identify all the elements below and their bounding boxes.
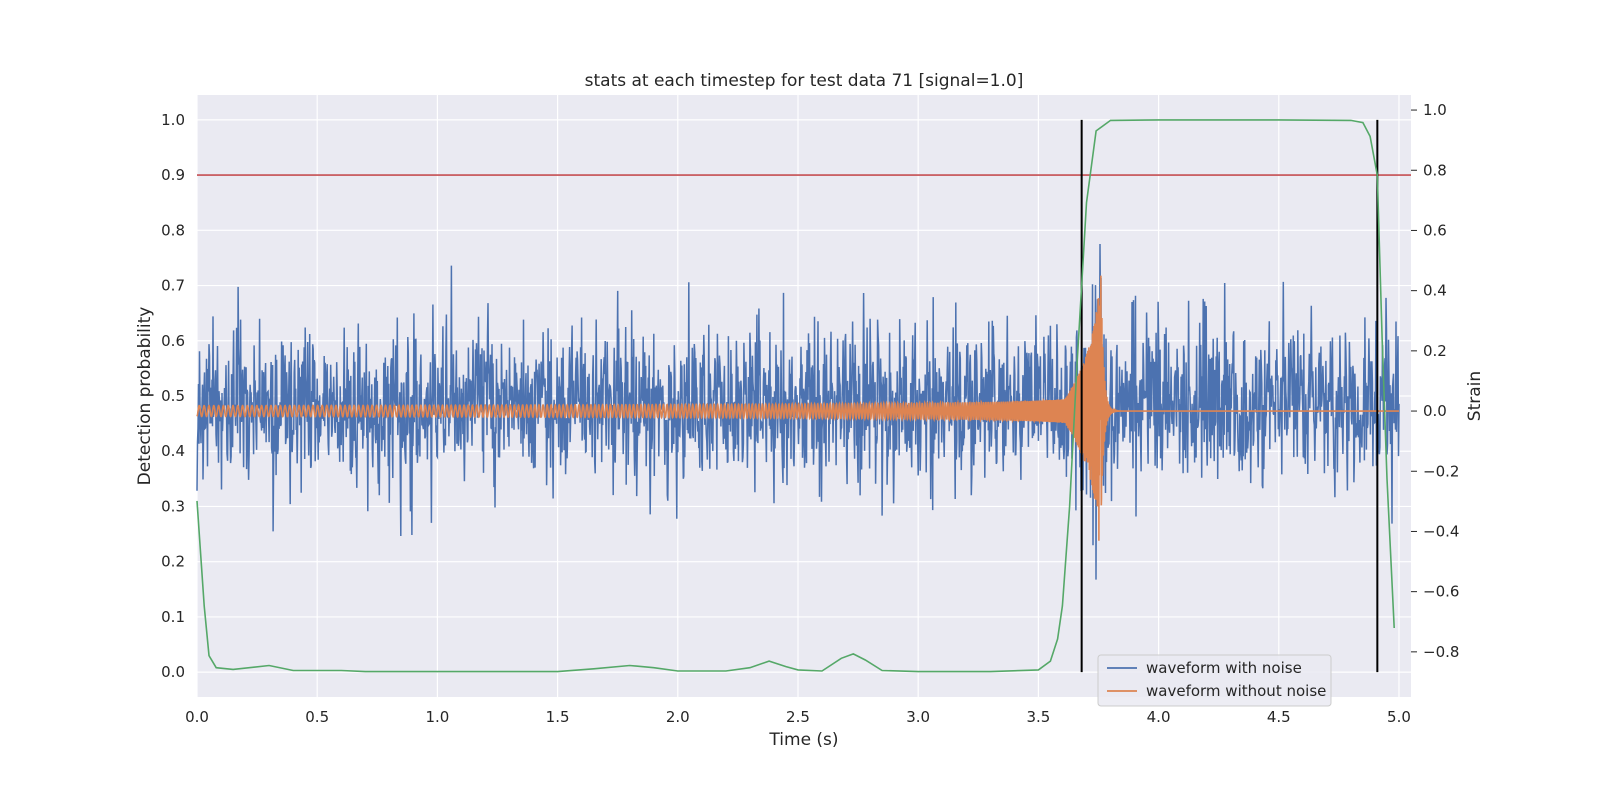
x-tick-label: 4.5 (1267, 708, 1291, 726)
x-axis-ticks: 0.0 0.5 1.0 1.5 2.0 2.5 3.0 3.5 4.0 4.5 5.0 (185, 708, 1411, 726)
x-tick-label: 1.0 (425, 708, 449, 726)
waveform-without-noise-line (196, 275, 1399, 541)
strain-series (196, 243, 1400, 580)
legend-box (1097, 654, 1332, 707)
y-right-tick-label: 0.6 (1423, 221, 1447, 239)
x-tick-label: 0.5 (305, 708, 329, 726)
y-left-tick-label: 0.1 (161, 608, 185, 626)
y-right-tick-label: 0.8 (1423, 161, 1447, 179)
y-left-tick-label: 0.7 (161, 277, 185, 295)
x-axis-label: Time (s) (768, 730, 838, 750)
x-tick-label: 1.5 (546, 708, 570, 726)
vertical-markers (1080, 119, 1379, 673)
y-left-tick-label: 0.0 (161, 663, 185, 681)
y-left-axis-ticks: 0.0 0.1 0.2 0.3 0.4 0.5 0.6 0.7 0.8 0.9 1.0 (161, 111, 185, 681)
legend-label-noise: waveform with noise (1146, 659, 1302, 677)
x-tick-label: 3.0 (906, 708, 930, 726)
y-right-tick-label: 0.2 (1423, 342, 1447, 360)
y-left-tick-label: 0.5 (161, 387, 185, 405)
x-tick-label: 5.0 (1387, 708, 1411, 726)
y-right-tick-label: −0.2 (1423, 462, 1459, 480)
x-tick-label: 2.0 (666, 708, 690, 726)
y-right-tick-label: 0.4 (1423, 282, 1447, 300)
y-left-tick-label: 1.0 (161, 111, 185, 129)
x-tick-label: 3.5 (1026, 708, 1050, 726)
x-tick-label: 2.5 (786, 708, 810, 726)
x-tick-label: 4.0 (1147, 708, 1171, 726)
y-right-axis-ticks: −0.8 −0.6 −0.4 −0.2 0.0 0.2 0.4 0.6 0.8 1.0 (1411, 101, 1459, 661)
y-right-axis-label: Strain (1465, 371, 1485, 421)
y-right-tick-label: 1.0 (1423, 101, 1447, 119)
y-left-tick-label: 0.3 (161, 497, 185, 515)
y-left-tick-label: 0.8 (161, 221, 185, 239)
y-right-tick-label: −0.8 (1423, 643, 1459, 661)
y-right-tick-label: −0.6 (1423, 583, 1459, 601)
probability-line (196, 119, 1395, 673)
y-left-tick-label: 0.6 (161, 332, 185, 350)
legend-label-clean: waveform without noise (1146, 682, 1326, 700)
legend: waveform with noise waveform without noi… (1097, 654, 1332, 707)
waveform-with-noise-line (196, 243, 1400, 580)
y-left-tick-label: 0.2 (161, 553, 185, 571)
y-left-tick-label: 0.4 (161, 442, 185, 460)
y-left-axis-label: Detection probability (135, 307, 155, 486)
y-right-tick-label: 0.0 (1423, 402, 1447, 420)
y-left-tick-label: 0.9 (161, 166, 185, 184)
chart-title: stats at each timestep for test data 71 … (585, 71, 1024, 91)
x-tick-label: 0.0 (185, 708, 209, 726)
y-right-tick-label: −0.4 (1423, 522, 1459, 540)
